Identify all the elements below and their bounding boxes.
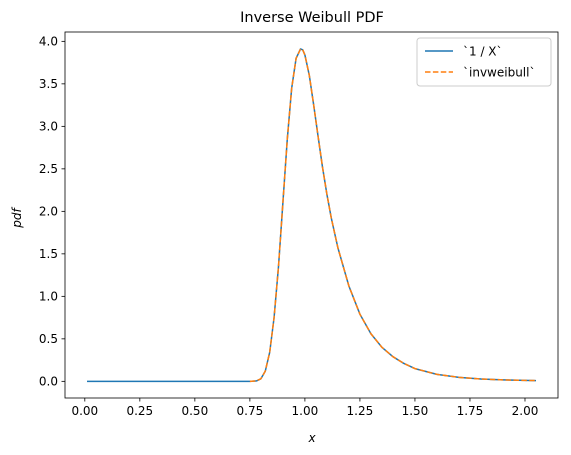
y-tick-label: 3.5 — [39, 77, 58, 91]
series-line-1 — [87, 48, 537, 383]
plot-frame — [64, 31, 559, 399]
y-axis: 0.0 0.5 1.0 1.5 2.0 2.5 3.0 3.5 4.0 — [39, 35, 65, 389]
x-tick-label: 1.50 — [402, 404, 429, 418]
y-tick-label: 2.0 — [39, 205, 58, 219]
legend: `1 / X` `invweibull` — [416, 37, 552, 87]
x-tick-label: 1.00 — [292, 404, 319, 418]
y-tick-label: 0.5 — [39, 332, 58, 346]
x-tick-label: 0.50 — [181, 404, 208, 418]
legend-label-2: `invweibull` — [463, 65, 535, 79]
y-tick-label: 0.0 — [39, 375, 58, 389]
x-axis-label: x — [307, 431, 316, 445]
legend-box — [416, 37, 552, 87]
x-tick-label: 2.00 — [512, 404, 539, 418]
x-tick-label: 1.25 — [347, 404, 374, 418]
series-line-2 — [249, 48, 537, 383]
legend-label-1: `1 / X` — [463, 44, 503, 58]
x-axis: 0.00 0.25 0.50 0.75 1.00 1.25 1.50 1.75 2.00 — [71, 398, 538, 418]
y-tick-label: 1.5 — [39, 247, 58, 261]
x-tick-label: 0.25 — [126, 404, 153, 418]
y-tick-label: 3.0 — [39, 120, 58, 134]
x-tick-label: 1.75 — [457, 404, 484, 418]
plot-area — [64, 31, 559, 399]
chart-title: Inverse Weibull PDF — [240, 10, 384, 26]
y-tick-label: 2.5 — [39, 162, 58, 176]
y-axis-label: pdf — [10, 207, 24, 229]
y-tick-label: 4.0 — [39, 35, 58, 49]
x-tick-label: 0.00 — [71, 404, 98, 418]
x-tick-label: 0.75 — [237, 404, 264, 418]
y-tick-label: 1.0 — [39, 290, 58, 304]
